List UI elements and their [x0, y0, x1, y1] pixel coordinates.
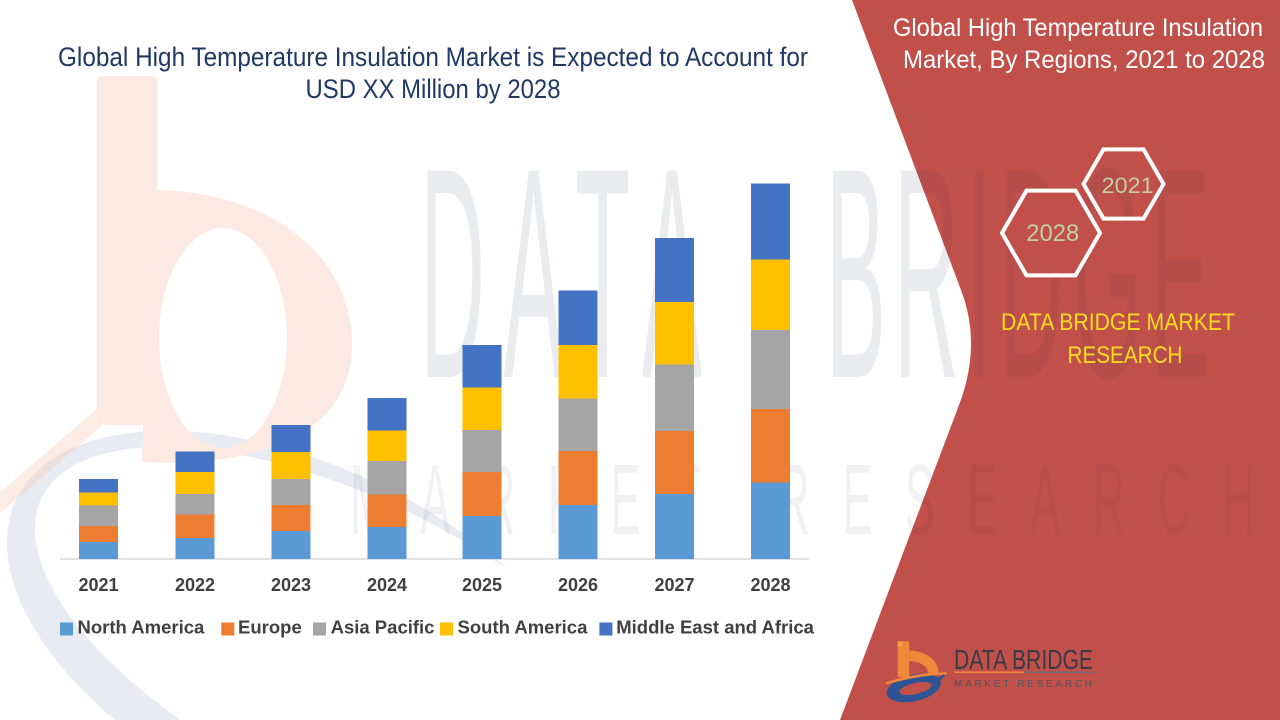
- svg-text:Global High Temperature Insula: Global High Temperature Insulation: [893, 14, 1263, 42]
- svg-text:Middle East and Africa: Middle East and Africa: [616, 617, 814, 638]
- svg-text:Asia Pacific: Asia Pacific: [331, 617, 435, 638]
- svg-text:Europe: Europe: [238, 617, 302, 638]
- svg-text:South America: South America: [458, 617, 589, 638]
- svg-text:North America: North America: [78, 617, 206, 638]
- svg-text:2021: 2021: [78, 575, 118, 595]
- svg-text:Market, By Regions, 2021 to 20: Market, By Regions, 2021 to 2028: [903, 46, 1265, 74]
- svg-text:2023: 2023: [271, 575, 311, 595]
- svg-text:DATA BRIDGE MARKET: DATA BRIDGE MARKET: [1001, 309, 1235, 336]
- svg-text:RESEARCH: RESEARCH: [1068, 342, 1183, 369]
- svg-text:2025: 2025: [462, 575, 502, 595]
- svg-text:USD XX Million by 2028: USD XX Million by 2028: [306, 74, 561, 104]
- svg-text:MARKET RESEARCH: MARKET RESEARCH: [954, 679, 1092, 690]
- svg-text:2022: 2022: [175, 575, 215, 595]
- svg-text:2028: 2028: [750, 575, 790, 595]
- svg-text:2028: 2028: [1026, 220, 1079, 247]
- svg-text:Global High Temperature Insula: Global High Temperature Insulation Marke…: [58, 42, 808, 72]
- svg-text:2024: 2024: [367, 575, 407, 595]
- svg-text:2021: 2021: [1102, 173, 1154, 198]
- svg-text:2026: 2026: [558, 575, 598, 595]
- svg-text:2027: 2027: [654, 575, 694, 595]
- svg-text:DATA BRIDGE: DATA BRIDGE: [954, 644, 1093, 675]
